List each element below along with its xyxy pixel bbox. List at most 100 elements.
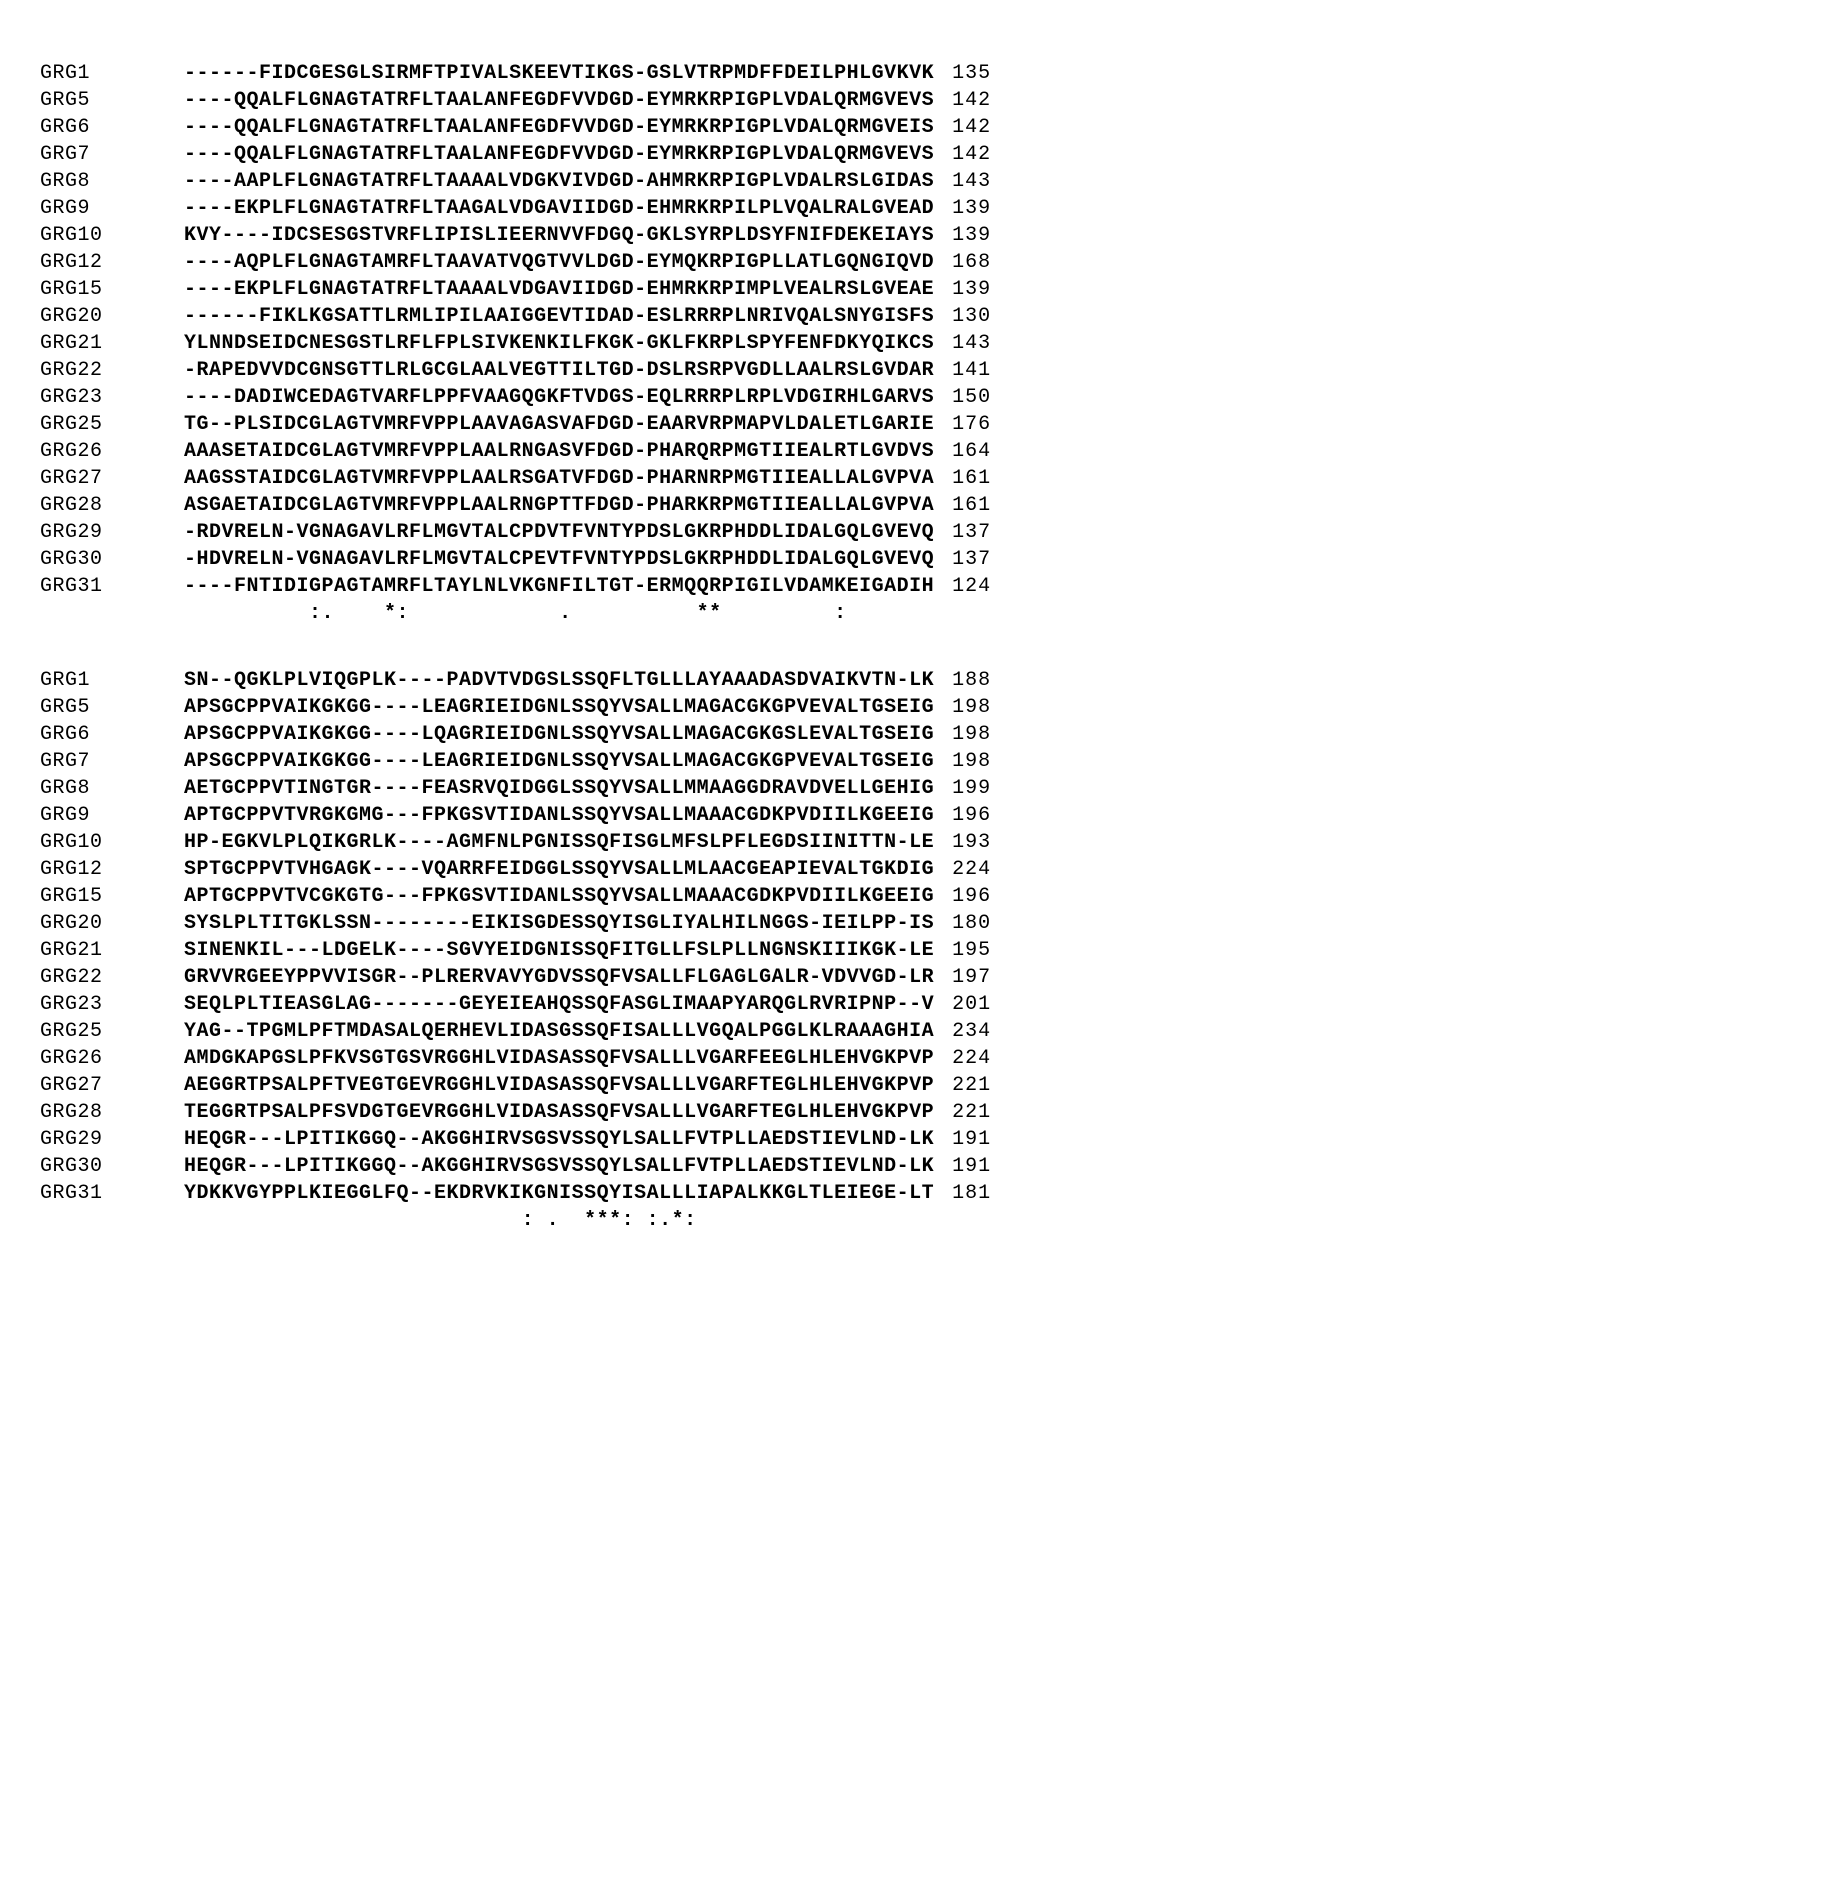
sequence-position: 161	[934, 492, 991, 519]
alignment-row: GRG15APTGCPPVTVCGKGTG---FPKGSVTIDANLSSQY…	[40, 883, 1796, 910]
sequence-label: GRG26	[40, 1045, 184, 1072]
sequence-position: 142	[934, 114, 991, 141]
sequence-position: 139	[934, 276, 991, 303]
sequence-residues: AEGGRTPSALPFTVEGTGEVRGGHLVIDASASSQFVSALL…	[184, 1072, 934, 1099]
sequence-residues: HP-EGKVLPLQIKGRLK----AGMFNLPGNISSQFISGLM…	[184, 829, 934, 856]
alignment-row: GRG25TG--PLSIDCGLAGTVMRFVPPLAAVAGASVAFDG…	[40, 411, 1796, 438]
sequence-position: 198	[934, 721, 991, 748]
alignment-row: GRG31----FNTIDIGPAGTAMRFLTAYLNLVKGNFILTG…	[40, 573, 1796, 600]
sequence-label: GRG25	[40, 1018, 184, 1045]
sequence-residues: -HDVRELN-VGNAGAVLRFLMGVTALCPEVTFVNTYPDSL…	[184, 546, 934, 573]
alignment-row: GRG6----QQALFLGNAGTATRFLTAALANFEGDFVVDGD…	[40, 114, 1796, 141]
sequence-label: GRG10	[40, 222, 184, 249]
sequence-residues: ----QQALFLGNAGTATRFLTAALANFEGDFVVDGD-EYM…	[184, 141, 934, 168]
sequence-label: GRG27	[40, 465, 184, 492]
sequence-residues: APSGCPPVAIKGKGG----LEAGRIEIDGNLSSQYVSALL…	[184, 694, 934, 721]
sequence-residues: ----QQALFLGNAGTATRFLTAALANFEGDFVVDGD-EYM…	[184, 87, 934, 114]
alignment-row: GRG28TEGGRTPSALPFSVDGTGEVRGGHLVIDASASSQF…	[40, 1099, 1796, 1126]
sequence-residues: ASGAETAIDCGLAGTVMRFVPPLAALRNGPTTFDGD-PHA…	[184, 492, 934, 519]
alignment-row: GRG8AETGCPPVTINGTGR----FEASRVQIDGGLSSQYV…	[40, 775, 1796, 802]
alignment-block: GRG1SN--QGKLPLVIQGPLK----PADVTVDGSLSSQFL…	[40, 667, 1796, 1234]
sequence-residues: TG--PLSIDCGLAGTVMRFVPPLAAVAGASVAFDGD-EAA…	[184, 411, 934, 438]
alignment-row: GRG23SEQLPLTIEASGLAG-------GEYEIEAHQSSQF…	[40, 991, 1796, 1018]
sequence-residues: APTGCPPVTVRGKGMG---FPKGSVTIDANLSSQYVSALL…	[184, 802, 934, 829]
sequence-position: 201	[934, 991, 991, 1018]
sequence-residues: -RAPEDVVDCGNSGTTLRLGCGLAALVEGTTILTGD-DSL…	[184, 357, 934, 384]
sequence-position: 150	[934, 384, 991, 411]
sequence-position: 143	[934, 330, 991, 357]
sequence-position: 196	[934, 802, 991, 829]
sequence-position: 176	[934, 411, 991, 438]
alignment-row: GRG5----QQALFLGNAGTATRFLTAALANFEGDFVVDGD…	[40, 87, 1796, 114]
sequence-position: 221	[934, 1099, 991, 1126]
alignment-row: GRG21SINENKIL---LDGELK----SGVYEIDGNISSQF…	[40, 937, 1796, 964]
sequence-residues: AAGSSTAIDCGLAGTVMRFVPPLAALRSGATVFDGD-PHA…	[184, 465, 934, 492]
alignment-row: GRG26AMDGKAPGSLPFKVSGTGSVRGGHLVIDASASSQF…	[40, 1045, 1796, 1072]
sequence-residues: KVY----IDCSESGSTVRFLIPISLIEERNVVFDGQ-GKL…	[184, 222, 934, 249]
alignment-row: GRG1------FIDCGESGLSIRMFTPIVALSKEEVTIKGS…	[40, 60, 1796, 87]
sequence-alignment: GRG1------FIDCGESGLSIRMFTPIVALSKEEVTIKGS…	[40, 60, 1796, 1234]
sequence-position: 135	[934, 60, 991, 87]
sequence-position: 191	[934, 1153, 991, 1180]
sequence-label: GRG6	[40, 721, 184, 748]
sequence-residues: ----AQPLFLGNAGTAMRFLTAAVATVQGTVVLDGD-EYM…	[184, 249, 934, 276]
alignment-row: GRG29-RDVRELN-VGNAGAVLRFLMGVTALCPDVTFVNT…	[40, 519, 1796, 546]
sequence-position: 168	[934, 249, 991, 276]
sequence-label: GRG5	[40, 87, 184, 114]
alignment-row: GRG31YDKKVGYPPLKIEGGLFQ--EKDRVKIKGNISSQY…	[40, 1180, 1796, 1207]
consensus-line: :. *: . ** :	[184, 600, 934, 627]
sequence-position: 224	[934, 856, 991, 883]
sequence-position: 130	[934, 303, 991, 330]
sequence-label: GRG8	[40, 168, 184, 195]
sequence-label: GRG21	[40, 330, 184, 357]
sequence-position: 139	[934, 195, 991, 222]
alignment-row: GRG7APSGCPPVAIKGKGG----LEAGRIEIDGNLSSQYV…	[40, 748, 1796, 775]
sequence-residues: ----EKPLFLGNAGTATRFLTAAAALVDGAVIIDGD-EHM…	[184, 276, 934, 303]
alignment-row: GRG7----QQALFLGNAGTATRFLTAALANFEGDFVVDGD…	[40, 141, 1796, 168]
sequence-position: 143	[934, 168, 991, 195]
sequence-position: 197	[934, 964, 991, 991]
sequence-position: 221	[934, 1072, 991, 1099]
sequence-position: 161	[934, 465, 991, 492]
alignment-row: GRG20SYSLPLTITGKLSSN--------EIKISGDESSQY…	[40, 910, 1796, 937]
sequence-label: GRG27	[40, 1072, 184, 1099]
sequence-label: GRG23	[40, 384, 184, 411]
alignment-row: GRG10KVY----IDCSESGSTVRFLIPISLIEERNVVFDG…	[40, 222, 1796, 249]
sequence-residues: HEQGR---LPITIKGGQ--AKGGHIRVSGSVSSQYLSALL…	[184, 1126, 934, 1153]
sequence-residues: YAG--TPGMLPFTMDASALQERHEVLIDASGSSQFISALL…	[184, 1018, 934, 1045]
sequence-residues: GRVVRGEEYPPVVISGR--PLRERVAVYGDVSSQFVSALL…	[184, 964, 934, 991]
sequence-label: GRG20	[40, 910, 184, 937]
sequence-position: 139	[934, 222, 991, 249]
sequence-position: 124	[934, 573, 991, 600]
sequence-residues: ----QQALFLGNAGTATRFLTAALANFEGDFVVDGD-EYM…	[184, 114, 934, 141]
alignment-row: GRG9----EKPLFLGNAGTATRFLTAAGALVDGAVIIDGD…	[40, 195, 1796, 222]
sequence-label: GRG26	[40, 438, 184, 465]
sequence-label: GRG1	[40, 60, 184, 87]
sequence-position: 234	[934, 1018, 991, 1045]
sequence-residues: ----FNTIDIGPAGTAMRFLTAYLNLVKGNFILTGT-ERM…	[184, 573, 934, 600]
alignment-row: GRG22-RAPEDVVDCGNSGTTLRLGCGLAALVEGTTILTG…	[40, 357, 1796, 384]
sequence-label: GRG15	[40, 883, 184, 910]
sequence-label: GRG30	[40, 546, 184, 573]
sequence-label: GRG25	[40, 411, 184, 438]
sequence-residues: YLNNDSEIDCNESGSTLRFLFPLSIVKENKILFKGK-GKL…	[184, 330, 934, 357]
alignment-row: GRG6APSGCPPVAIKGKGG----LQAGRIEIDGNLSSQYV…	[40, 721, 1796, 748]
sequence-label: GRG15	[40, 276, 184, 303]
consensus-row: :. *: . ** :	[40, 600, 1796, 627]
alignment-row: GRG9APTGCPPVTVRGKGMG---FPKGSVTIDANLSSQYV…	[40, 802, 1796, 829]
sequence-position: 198	[934, 694, 991, 721]
alignment-row: GRG5APSGCPPVAIKGKGG----LEAGRIEIDGNLSSQYV…	[40, 694, 1796, 721]
consensus-row: : . ***: :.*:	[40, 1207, 1796, 1234]
sequence-position: 193	[934, 829, 991, 856]
alignment-row: GRG25YAG--TPGMLPFTMDASALQERHEVLIDASGSSQF…	[40, 1018, 1796, 1045]
consensus-line: : . ***: :.*:	[184, 1207, 934, 1234]
sequence-residues: SN--QGKLPLVIQGPLK----PADVTVDGSLSSQFLTGLL…	[184, 667, 934, 694]
alignment-row: GRG26AAASETAIDCGLAGTVMRFVPPLAALRNGASVFDG…	[40, 438, 1796, 465]
sequence-residues: TEGGRTPSALPFSVDGTGEVRGGHLVIDASASSQFVSALL…	[184, 1099, 934, 1126]
sequence-label: GRG29	[40, 1126, 184, 1153]
sequence-position: 141	[934, 357, 991, 384]
sequence-residues: ------FIDCGESGLSIRMFTPIVALSKEEVTIKGS-GSL…	[184, 60, 934, 87]
sequence-position: 191	[934, 1126, 991, 1153]
alignment-row: GRG10HP-EGKVLPLQIKGRLK----AGMFNLPGNISSQF…	[40, 829, 1796, 856]
sequence-label: GRG8	[40, 775, 184, 802]
